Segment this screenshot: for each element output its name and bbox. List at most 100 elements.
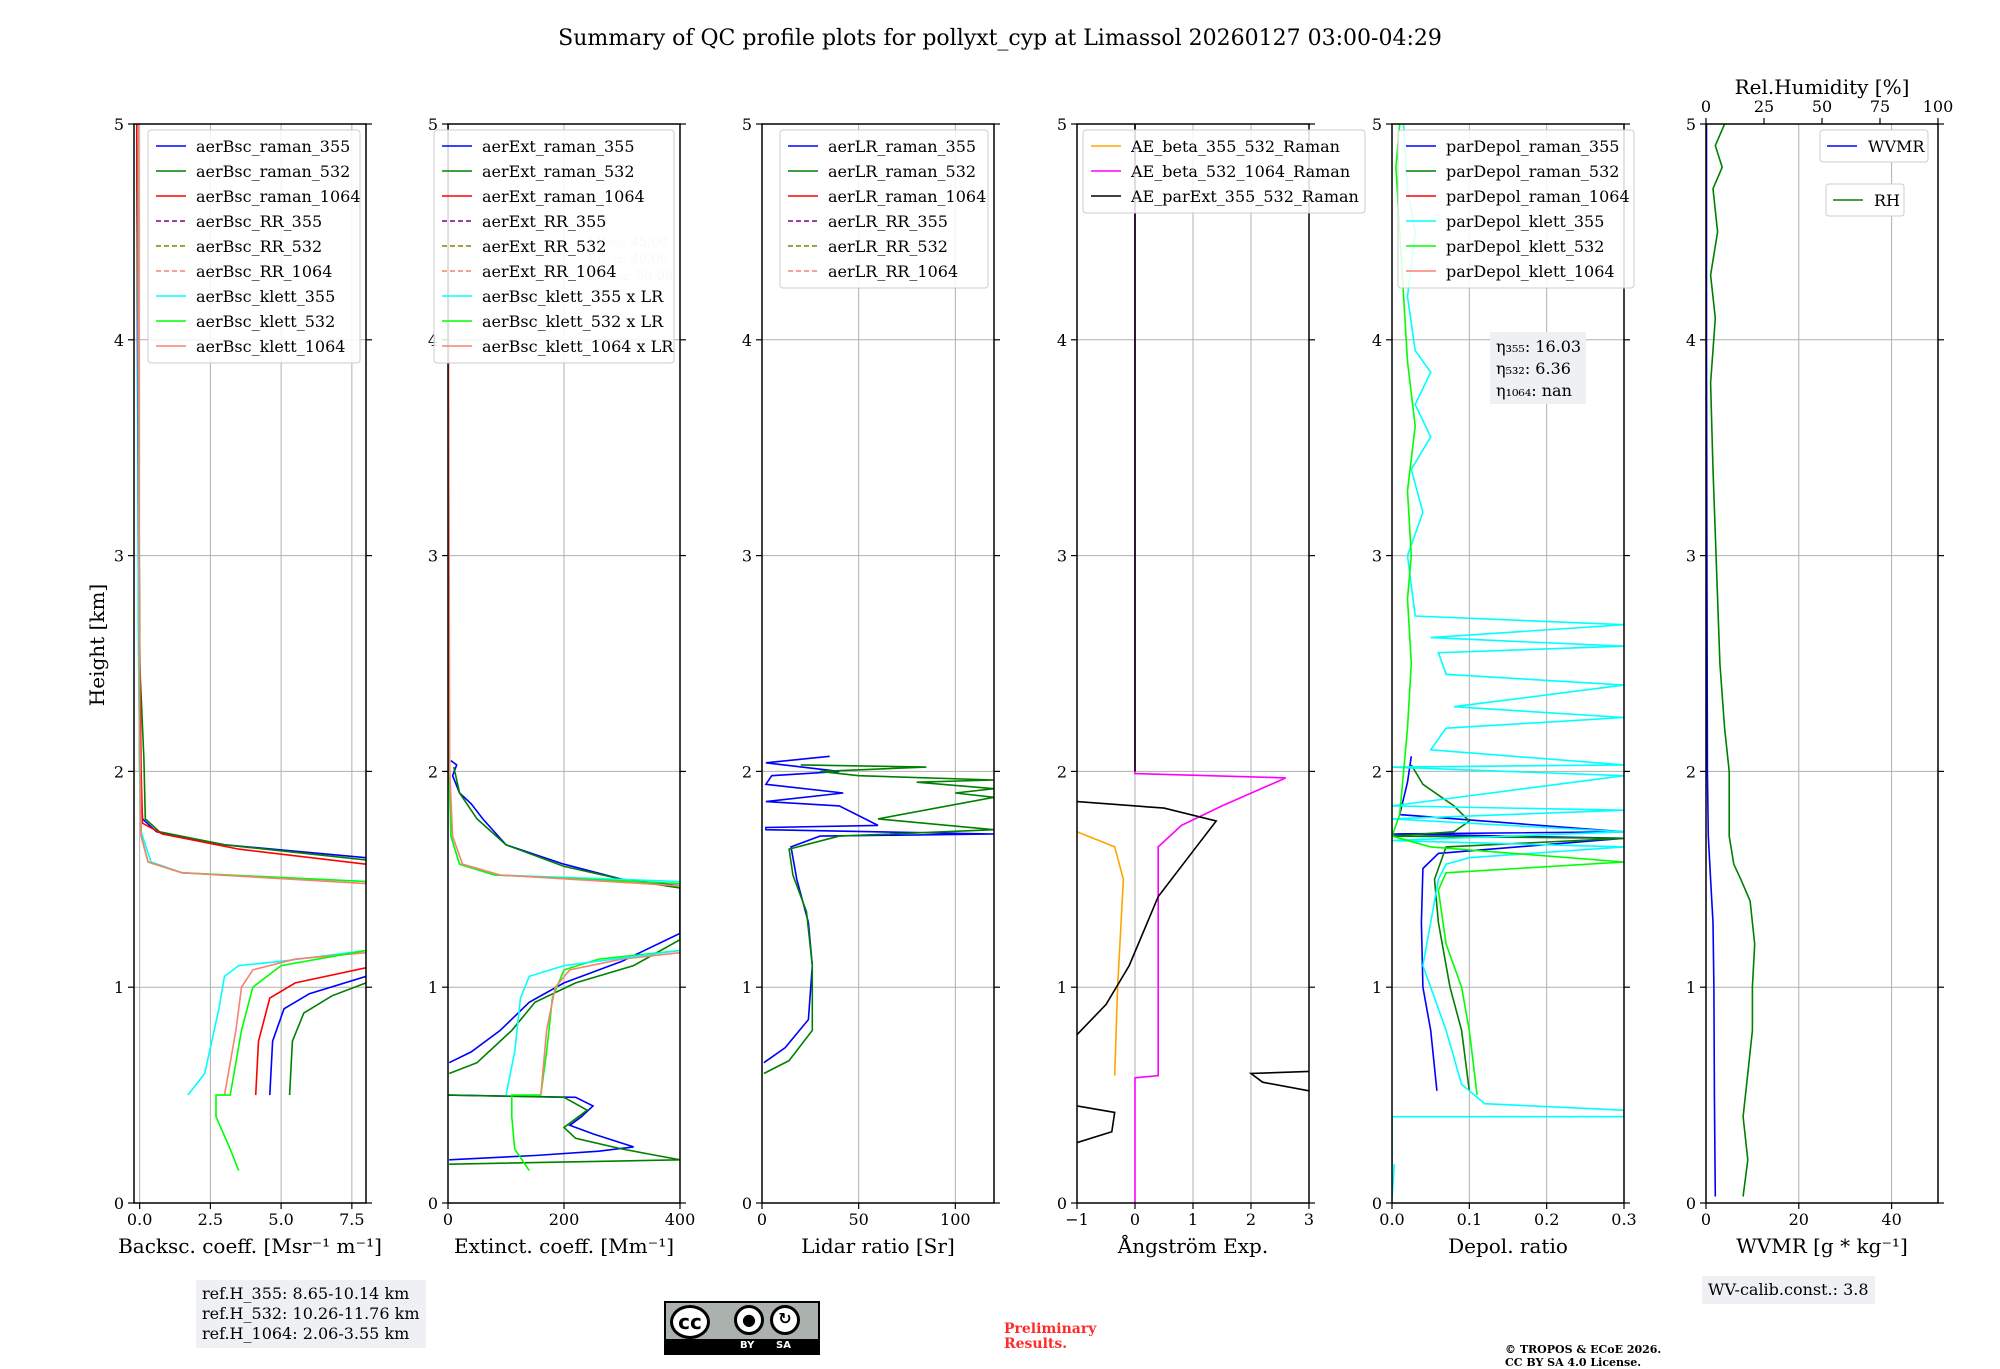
- series-group: [136, 124, 366, 1171]
- legend-label: aerLR_raman_355: [828, 137, 976, 156]
- legend-label: aerLR_raman_1064: [828, 187, 986, 206]
- legend-label: aerLR_RR_532: [828, 237, 948, 256]
- legend-label: AE_beta_355_532_Raman: [1130, 137, 1340, 156]
- series-group: [1706, 124, 1756, 1197]
- y-tick-label: 4: [428, 331, 438, 350]
- legend-label: aerExt_RR_355: [482, 212, 606, 231]
- top-x-tick-label: 0: [1701, 97, 1711, 116]
- y-tick-label: 1: [114, 978, 124, 997]
- series-line-black: [1248, 1070, 1309, 1092]
- wv-calibration-box: WV-calib.const.: 3.8: [1702, 1276, 1875, 1304]
- legend-label: aerBsc_klett_1064 x LR: [482, 337, 674, 356]
- x-tick-label: 5.0: [268, 1210, 293, 1229]
- x-tick-label: 50: [848, 1210, 868, 1229]
- copyright-line-2: CC BY SA 4.0 License.: [1505, 1356, 1642, 1369]
- top-x-tick-label: 75: [1870, 97, 1890, 116]
- y-tick-label: 5: [428, 115, 438, 134]
- x-tick-label: 200: [549, 1210, 580, 1229]
- legend-box: [779, 129, 989, 289]
- panels: 0.0 2.5 5.0 7.5 0 1 2 3 4 5 Backsc. coeff. [Msr⁻¹ …: [114, 75, 1953, 1258]
- x-tick-label: 0.1: [1457, 1210, 1482, 1229]
- legend-label: aerExt_RR_1064: [482, 262, 617, 281]
- x-axis-label: Ångström Exp.: [1117, 1233, 1268, 1258]
- top-x-tick-label: 100: [1923, 97, 1954, 116]
- panel-5: 0.0 0.1 0.2 0.3 0 1 2 3 4 5 Depol. ratio η₃₅₅: 16.0…: [1372, 115, 1637, 1258]
- top-x-tick-label: 25: [1754, 97, 1774, 116]
- series-line-aerBsc_klett_1064 x LR: [448, 124, 680, 887]
- legend-box: [433, 129, 675, 364]
- legend-box-wvmr: [1819, 129, 1929, 163]
- legend-label: parDepol_raman_1064: [1446, 187, 1630, 206]
- x-tick-label: 2: [1246, 1210, 1256, 1229]
- series-line-parDepol_klett_532: [1392, 124, 1624, 1096]
- legend-label: aerLR_RR_1064: [828, 262, 958, 281]
- legend-label: aerBsc_RR_1064: [196, 262, 332, 281]
- cc-license-badge: cc ● ↻ BY SA: [664, 1301, 820, 1355]
- y-tick-label: 4: [742, 331, 752, 350]
- series-line-aerLR_raman_532: [763, 764, 994, 1075]
- x-tick-label: 0.2: [1534, 1210, 1559, 1229]
- y-tick-label: 4: [1057, 331, 1067, 350]
- ref-height-532: ref.H_532: 10.26-11.76 km: [202, 1304, 420, 1323]
- legend-label: parDepol_klett_1064: [1446, 262, 1615, 281]
- legend-label: parDepol_raman_355: [1446, 137, 1619, 156]
- figure-title: Summary of QC profile plots for pollyxt_…: [558, 26, 1442, 51]
- y-axis-label: Height [km]: [85, 584, 109, 706]
- series-group: [763, 755, 994, 1075]
- y-tick-label: 0: [428, 1194, 438, 1213]
- legend-label: aerBsc_raman_1064: [196, 187, 361, 206]
- y-tick-label: 3: [1057, 547, 1067, 566]
- series-line-aerExt_raman_355: [448, 759, 680, 1064]
- panel-3: 0 50 100 0 1 2 3 4 5 Lidar ratio [Sr] aerLR_raman_…: [742, 115, 1000, 1258]
- person-icon: ●: [734, 1305, 764, 1335]
- x-tick-label: 1: [1188, 1210, 1198, 1229]
- y-tick-label: 5: [114, 115, 124, 134]
- series-line-green: [448, 1094, 680, 1165]
- legend-label: aerBsc_raman_355: [196, 137, 350, 156]
- legend-label: RH: [1874, 191, 1900, 210]
- legend-label: aerBsc_klett_1064: [196, 337, 345, 356]
- y-tick-label: 2: [1372, 762, 1382, 781]
- x-tick-label: 0: [1701, 1210, 1711, 1229]
- series-line-black: [1077, 1105, 1116, 1144]
- y-tick-label: 3: [742, 547, 752, 566]
- x-tick-label: 2.5: [198, 1210, 223, 1229]
- series-line-aerLR_raman_355: [763, 755, 994, 1064]
- cc-license-bar: BY SA: [666, 1339, 818, 1353]
- x-tick-label: 20: [1789, 1210, 1809, 1229]
- legend-label: aerLR_raman_532: [828, 162, 976, 181]
- legend-box: [1082, 129, 1366, 214]
- x-tick-label: 0.0: [127, 1210, 152, 1229]
- top-x-axis-label: Rel.Humidity [%]: [1735, 75, 1910, 99]
- legend-box-rh: [1825, 183, 1905, 217]
- series-group: [1392, 124, 1624, 1199]
- series-line-green: [288, 982, 366, 1096]
- series-line-blue: [448, 1094, 634, 1161]
- y-tick-label: 2: [114, 762, 124, 781]
- legend-label: aerBsc_RR_532: [196, 237, 322, 256]
- copyright-line-1: © TROPOS & ECoE 2026.: [1505, 1343, 1662, 1356]
- eta-label: η₃₅₅: 16.03: [1496, 337, 1581, 356]
- share-alike-icon: ↻: [770, 1305, 800, 1335]
- legend-label: aerLR_RR_355: [828, 212, 948, 231]
- plot-frame: [133, 123, 367, 1204]
- cc-logo-icon: cc: [670, 1305, 710, 1339]
- copyright-note: © TROPOS & ECoE 2026. CC BY SA 4.0 Licen…: [1505, 1343, 1661, 1369]
- x-axis-label: WVMR [g * kg⁻¹]: [1736, 1234, 1908, 1258]
- plot-frame: [761, 123, 995, 1204]
- reference-heights-box: ref.H_355: 8.65-10.14 km ref.H_532: 10.2…: [196, 1280, 426, 1348]
- y-tick-label: 4: [1686, 331, 1696, 350]
- series-line-red: [254, 967, 366, 1096]
- x-tick-label: 7.5: [339, 1210, 364, 1229]
- y-tick-label: 3: [114, 547, 124, 566]
- y-tick-label: 0: [1057, 1194, 1067, 1213]
- y-tick-label: 5: [1057, 115, 1067, 134]
- series-line-parDepol_raman_532: [1392, 764, 1624, 1091]
- x-tick-label: 3: [1304, 1210, 1314, 1229]
- legend-label: aerBsc_klett_355 x LR: [482, 287, 664, 306]
- y-tick-label: 1: [1372, 978, 1382, 997]
- y-tick-label: 4: [114, 331, 124, 350]
- x-tick-label: 100: [940, 1210, 971, 1229]
